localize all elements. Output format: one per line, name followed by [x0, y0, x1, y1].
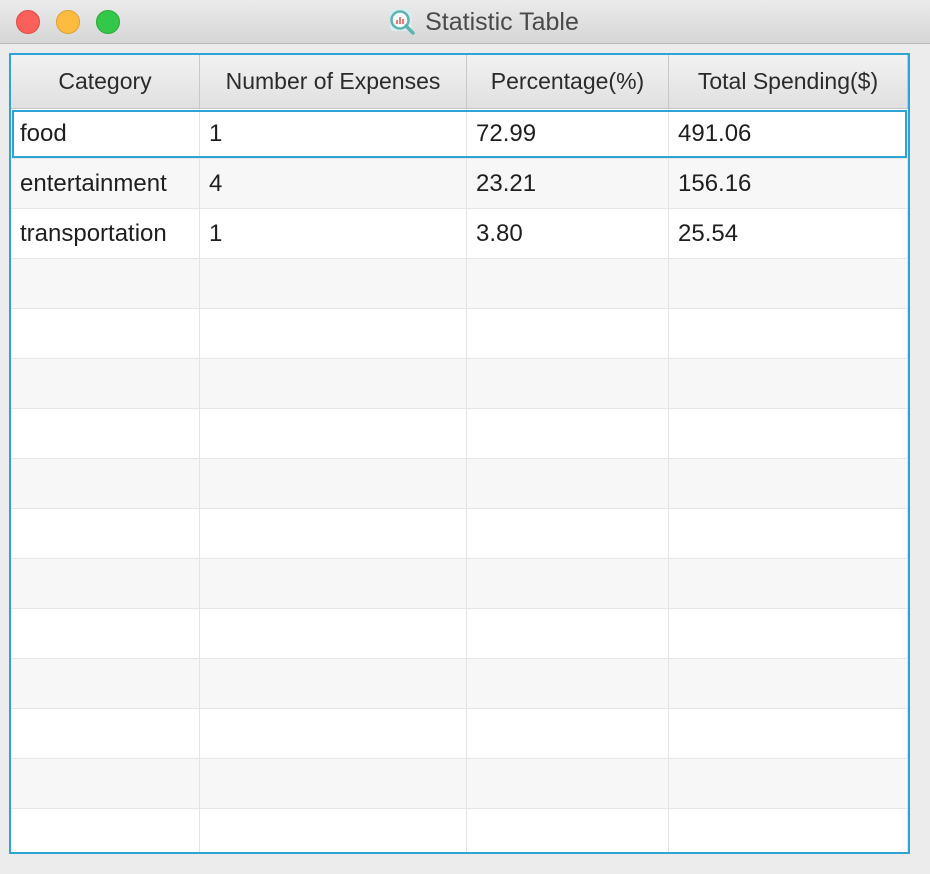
- table-cell[interactable]: [467, 309, 669, 358]
- table-cell[interactable]: [11, 759, 200, 808]
- table-cell[interactable]: [467, 809, 669, 852]
- table-cell[interactable]: [11, 559, 200, 608]
- empty-table-row[interactable]: [11, 409, 908, 459]
- empty-table-row[interactable]: [11, 759, 908, 809]
- table-cell[interactable]: [669, 459, 908, 508]
- table-cell[interactable]: [669, 409, 908, 458]
- table-cell[interactable]: [669, 359, 908, 408]
- table-header: Category Number of Expenses Percentage(%…: [11, 55, 908, 109]
- table-cell[interactable]: [11, 359, 200, 408]
- table-cell[interactable]: [200, 809, 467, 852]
- column-header-percentage[interactable]: Percentage(%): [467, 55, 669, 108]
- table-cell[interactable]: [200, 759, 467, 808]
- table-cell[interactable]: 25.54: [669, 209, 908, 258]
- table-cell[interactable]: [200, 309, 467, 358]
- table-cell[interactable]: entertainment: [11, 159, 200, 208]
- table-cell[interactable]: 491.06: [669, 109, 908, 158]
- table-cell[interactable]: [11, 459, 200, 508]
- empty-table-row[interactable]: [11, 559, 908, 609]
- column-header-total-spending[interactable]: Total Spending($): [669, 55, 908, 108]
- empty-table-row[interactable]: [11, 259, 908, 309]
- table-cell[interactable]: [467, 509, 669, 558]
- table-cell[interactable]: [467, 459, 669, 508]
- table-cell[interactable]: [11, 609, 200, 658]
- table-cell[interactable]: [669, 259, 908, 308]
- magnifier-chart-icon: [390, 9, 415, 35]
- empty-table-row[interactable]: [11, 659, 908, 709]
- table-cell[interactable]: [200, 359, 467, 408]
- table-cell[interactable]: [669, 709, 908, 758]
- table-cell[interactable]: [669, 309, 908, 358]
- table-cell[interactable]: 1: [200, 109, 467, 158]
- table-cell[interactable]: [467, 559, 669, 608]
- table-cell[interactable]: [467, 709, 669, 758]
- table-cell[interactable]: [11, 309, 200, 358]
- table-cell[interactable]: transportation: [11, 209, 200, 258]
- table-row[interactable]: food 1 72.99 491.06: [11, 109, 908, 159]
- table-cell[interactable]: [467, 759, 669, 808]
- empty-table-row[interactable]: [11, 709, 908, 759]
- minimize-window-button[interactable]: [56, 10, 80, 34]
- table-cell[interactable]: 4: [200, 159, 467, 208]
- table-cell[interactable]: [200, 509, 467, 558]
- table-cell[interactable]: [467, 659, 669, 708]
- table-body: food 1 72.99 491.06 entertainment 4 23.21 156.1…: [11, 109, 908, 852]
- zoom-window-button[interactable]: [96, 10, 120, 34]
- empty-table-row[interactable]: [11, 509, 908, 559]
- table-cell[interactable]: [467, 409, 669, 458]
- table-cell[interactable]: [11, 509, 200, 558]
- table-cell[interactable]: [669, 759, 908, 808]
- table-cell[interactable]: [669, 559, 908, 608]
- table-cell[interactable]: [467, 609, 669, 658]
- table-cell[interactable]: 156.16: [669, 159, 908, 208]
- table-cell[interactable]: [11, 409, 200, 458]
- window-title: Statistic Table: [425, 7, 579, 36]
- table-cell[interactable]: [11, 809, 200, 852]
- table-cell[interactable]: [669, 509, 908, 558]
- empty-table-row[interactable]: [11, 309, 908, 359]
- table-cell[interactable]: [200, 409, 467, 458]
- table-cell[interactable]: [11, 259, 200, 308]
- title-bar[interactable]: Statistic Table: [0, 0, 930, 44]
- close-window-button[interactable]: [16, 10, 40, 34]
- column-header-number-of-expenses[interactable]: Number of Expenses: [200, 55, 467, 108]
- table-cell[interactable]: [200, 259, 467, 308]
- column-header-category[interactable]: Category: [11, 55, 200, 108]
- table-cell[interactable]: [669, 809, 908, 852]
- table-cell[interactable]: [200, 609, 467, 658]
- table-cell[interactable]: [11, 709, 200, 758]
- table-cell[interactable]: [467, 359, 669, 408]
- table-cell[interactable]: 23.21: [467, 159, 669, 208]
- table-cell[interactable]: [200, 659, 467, 708]
- table-cell[interactable]: [11, 659, 200, 708]
- empty-table-row[interactable]: [11, 359, 908, 409]
- table-row[interactable]: transportation 1 3.80 25.54: [11, 209, 908, 259]
- table-cell[interactable]: 1: [200, 209, 467, 258]
- table-cell[interactable]: 3.80: [467, 209, 669, 258]
- table-cell[interactable]: food: [11, 109, 200, 158]
- empty-table-row[interactable]: [11, 609, 908, 659]
- table-cell[interactable]: [200, 559, 467, 608]
- table-cell[interactable]: [200, 459, 467, 508]
- table-cell[interactable]: [200, 709, 467, 758]
- table-cell[interactable]: 72.99: [467, 109, 669, 158]
- empty-table-row[interactable]: [11, 809, 908, 852]
- table-cell[interactable]: [669, 609, 908, 658]
- table-row[interactable]: entertainment 4 23.21 156.16: [11, 159, 908, 209]
- table-cell[interactable]: [669, 659, 908, 708]
- statistic-table[interactable]: Category Number of Expenses Percentage(%…: [9, 53, 910, 854]
- table-cell[interactable]: [467, 259, 669, 308]
- window-title-group: Statistic Table: [0, 0, 930, 44]
- empty-table-row[interactable]: [11, 459, 908, 509]
